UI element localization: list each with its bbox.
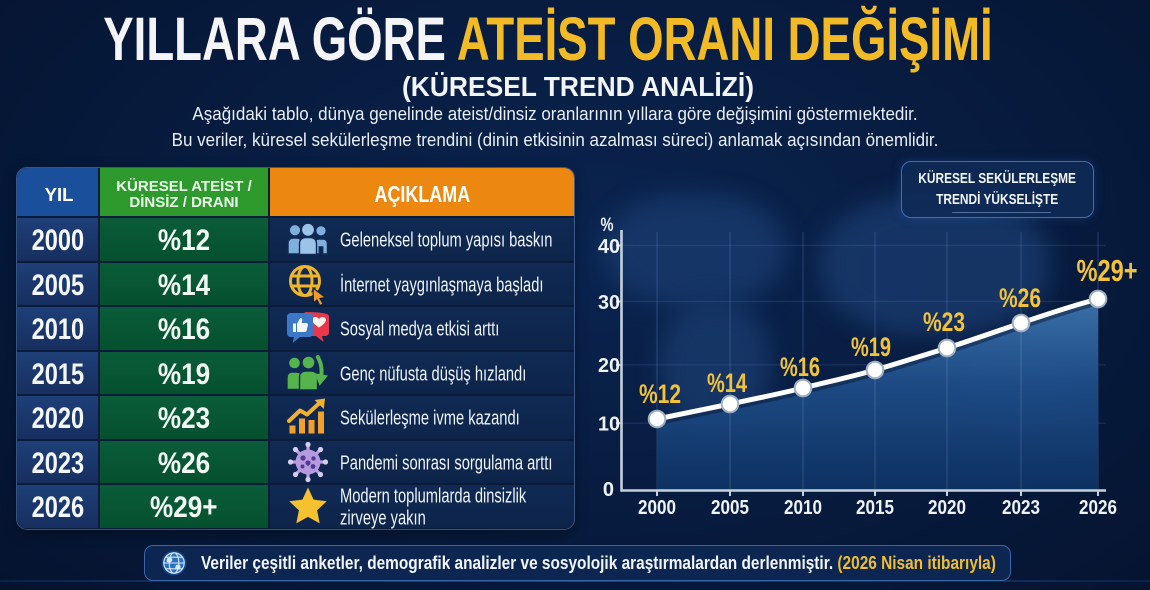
svg-text:%16: %16: [780, 352, 820, 382]
svg-text:40: 40: [598, 236, 620, 258]
svg-text:%: %: [601, 215, 614, 236]
svg-text:%29+: %29+: [1077, 253, 1138, 288]
svg-text:0: 0: [603, 479, 614, 501]
svg-text:%26: %26: [999, 283, 1041, 313]
svg-text:%14: %14: [707, 368, 747, 398]
svg-text:2005: 2005: [711, 497, 749, 519]
svg-text:30: 30: [598, 292, 620, 314]
svg-text:10: 10: [598, 414, 620, 436]
svg-text:2000: 2000: [638, 497, 676, 519]
svg-text:2023: 2023: [1002, 497, 1040, 519]
svg-text:2026: 2026: [1079, 497, 1117, 519]
svg-text:2020: 2020: [928, 497, 966, 519]
svg-text:%12: %12: [639, 379, 681, 409]
svg-text:20: 20: [598, 355, 620, 377]
svg-text:2010: 2010: [784, 497, 822, 519]
svg-text:2015: 2015: [856, 497, 894, 519]
svg-text:%19: %19: [851, 332, 891, 362]
svg-text:%23: %23: [923, 307, 965, 337]
